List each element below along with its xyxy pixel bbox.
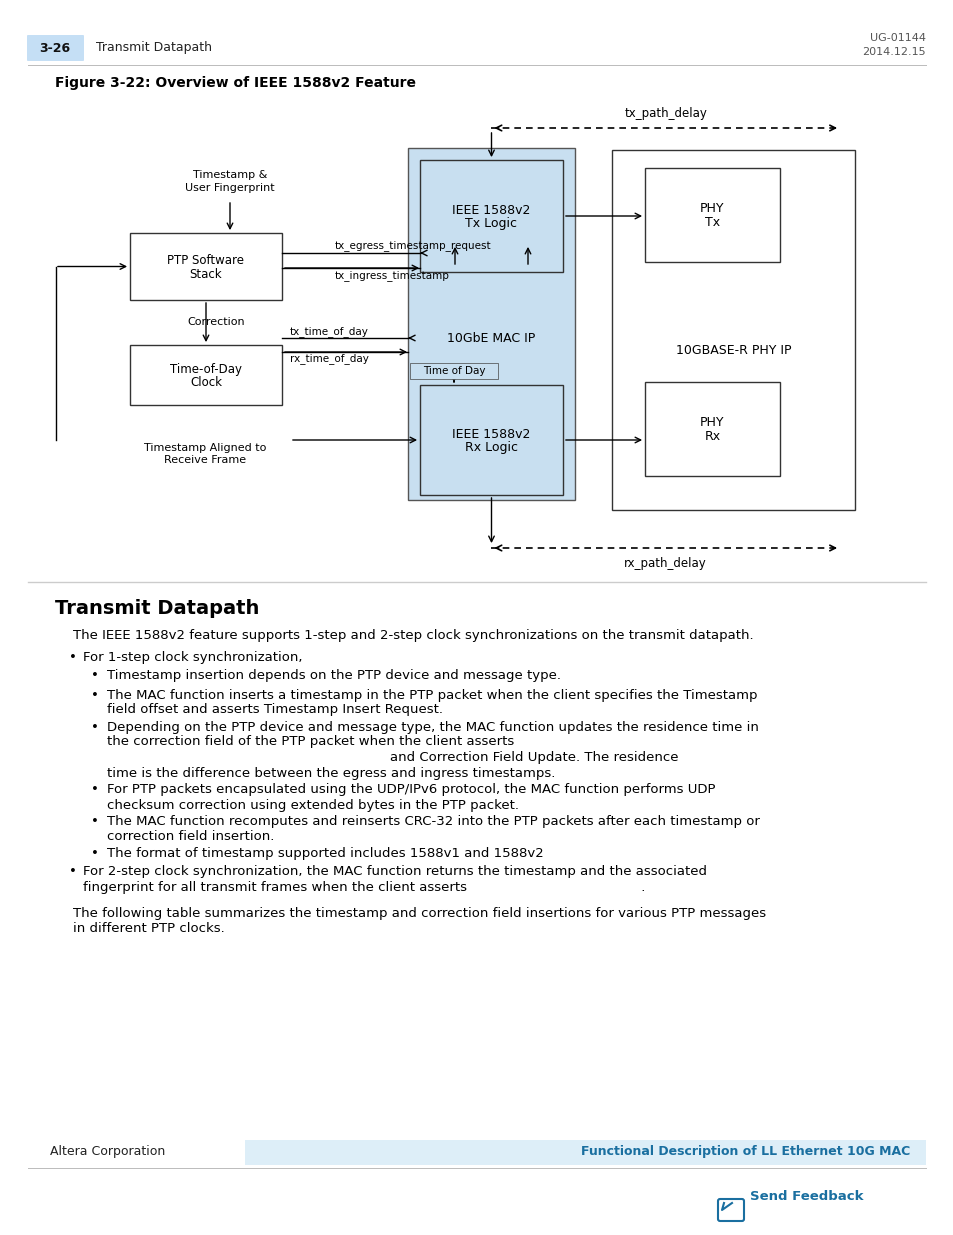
Text: •: • <box>91 783 99 797</box>
Text: rx_path_delay: rx_path_delay <box>623 557 706 569</box>
Text: correction field insertion.: correction field insertion. <box>107 830 274 844</box>
Text: For 2-step clock synchronization, the MAC function returns the timestamp and the: For 2-step clock synchronization, the MA… <box>83 866 706 878</box>
Text: IEEE 1588v2: IEEE 1588v2 <box>452 427 530 441</box>
Text: in different PTP clocks.: in different PTP clocks. <box>73 921 225 935</box>
Text: checksum correction using extended bytes in the PTP packet.: checksum correction using extended bytes… <box>107 799 518 811</box>
Text: field offset and asserts Timestamp Insert Request.: field offset and asserts Timestamp Inser… <box>107 704 442 716</box>
Text: Altera Corporation: Altera Corporation <box>50 1146 165 1158</box>
Text: Time of Day: Time of Day <box>422 366 485 375</box>
Text: 2014.12.15: 2014.12.15 <box>862 47 925 57</box>
Text: PTP Software: PTP Software <box>168 254 244 267</box>
Bar <box>130 233 282 300</box>
Text: •: • <box>91 847 99 861</box>
Text: Functional Description of LL Ethernet 10G MAC: Functional Description of LL Ethernet 10… <box>580 1146 909 1158</box>
Text: Tx: Tx <box>704 216 720 230</box>
Text: 10GbE MAC IP: 10GbE MAC IP <box>447 332 535 346</box>
Text: •: • <box>69 866 77 878</box>
Text: •: • <box>91 720 99 734</box>
Text: and Correction Field Update. The residence: and Correction Field Update. The residen… <box>390 751 678 763</box>
Bar <box>408 148 575 500</box>
Bar <box>644 382 780 475</box>
Text: IEEE 1588v2: IEEE 1588v2 <box>452 204 530 216</box>
Text: •: • <box>91 815 99 829</box>
Text: Transmit Datapath: Transmit Datapath <box>55 599 259 618</box>
Text: Figure 3-22: Overview of IEEE 1588v2 Feature: Figure 3-22: Overview of IEEE 1588v2 Fea… <box>55 77 416 90</box>
Text: User Fingerprint: User Fingerprint <box>185 183 274 193</box>
Text: rx_time_of_day: rx_time_of_day <box>290 353 369 364</box>
Text: Correction: Correction <box>187 317 245 327</box>
Bar <box>410 363 497 379</box>
Text: time is the difference between the egress and ingress timestamps.: time is the difference between the egres… <box>107 767 555 779</box>
Text: The following table summarizes the timestamp and correction field insertions for: The following table summarizes the times… <box>73 906 765 920</box>
Text: The MAC function recomputes and reinserts CRC-32 into the PTP packets after each: The MAC function recomputes and reinsert… <box>107 815 760 829</box>
Bar <box>419 385 562 495</box>
Text: PHY: PHY <box>700 203 724 215</box>
Text: Time-of-Day: Time-of-Day <box>170 363 242 375</box>
Text: For PTP packets encapsulated using the UDP/IPv6 protocol, the MAC function perfo: For PTP packets encapsulated using the U… <box>107 783 715 797</box>
Text: tx_ingress_timestamp: tx_ingress_timestamp <box>335 270 450 280</box>
Text: Send Feedback: Send Feedback <box>749 1189 862 1203</box>
Text: For 1-step clock synchronization,: For 1-step clock synchronization, <box>83 652 302 664</box>
Text: tx_time_of_day: tx_time_of_day <box>290 326 369 337</box>
Text: Stack: Stack <box>190 268 222 282</box>
Text: tx_path_delay: tx_path_delay <box>623 106 706 120</box>
Text: Timestamp insertion depends on the PTP device and message type.: Timestamp insertion depends on the PTP d… <box>107 669 560 683</box>
Polygon shape <box>721 1203 731 1210</box>
FancyBboxPatch shape <box>718 1199 743 1221</box>
Text: PHY: PHY <box>700 416 724 430</box>
Text: The MAC function inserts a timestamp in the PTP packet when the client specifies: The MAC function inserts a timestamp in … <box>107 688 757 701</box>
Text: Receive Frame: Receive Frame <box>164 454 246 466</box>
Text: Tx Logic: Tx Logic <box>465 217 517 231</box>
Bar <box>612 149 854 510</box>
FancyBboxPatch shape <box>27 35 84 61</box>
Text: fingerprint for all transmit frames when the client asserts                     : fingerprint for all transmit frames when… <box>83 881 644 893</box>
Bar <box>130 345 282 405</box>
Text: •: • <box>91 669 99 683</box>
Text: Rx Logic: Rx Logic <box>464 441 517 454</box>
Text: Rx: Rx <box>703 431 720 443</box>
Text: Timestamp &: Timestamp & <box>193 170 267 180</box>
Bar <box>245 1140 925 1165</box>
Text: •: • <box>91 688 99 701</box>
Bar <box>644 168 780 262</box>
Text: tx_egress_timestamp_request: tx_egress_timestamp_request <box>335 240 491 251</box>
Text: Timestamp Aligned to: Timestamp Aligned to <box>144 443 266 453</box>
Text: the correction field of the PTP packet when the client asserts: the correction field of the PTP packet w… <box>107 736 514 748</box>
Text: UG-01144: UG-01144 <box>869 33 925 43</box>
Bar <box>419 161 562 272</box>
Text: Transmit Datapath: Transmit Datapath <box>96 42 212 54</box>
Text: The IEEE 1588v2 feature supports 1-step and 2-step clock synchronizations on the: The IEEE 1588v2 feature supports 1-step … <box>73 629 753 641</box>
Text: Clock: Clock <box>190 377 222 389</box>
Text: •: • <box>69 652 77 664</box>
Text: 3-26: 3-26 <box>39 42 71 54</box>
Text: 10GBASE-R PHY IP: 10GBASE-R PHY IP <box>675 343 790 357</box>
Text: Depending on the PTP device and message type, the MAC function updates the resid: Depending on the PTP device and message … <box>107 720 758 734</box>
Text: The format of timestamp supported includes 1588v1 and 1588v2: The format of timestamp supported includ… <box>107 847 543 861</box>
